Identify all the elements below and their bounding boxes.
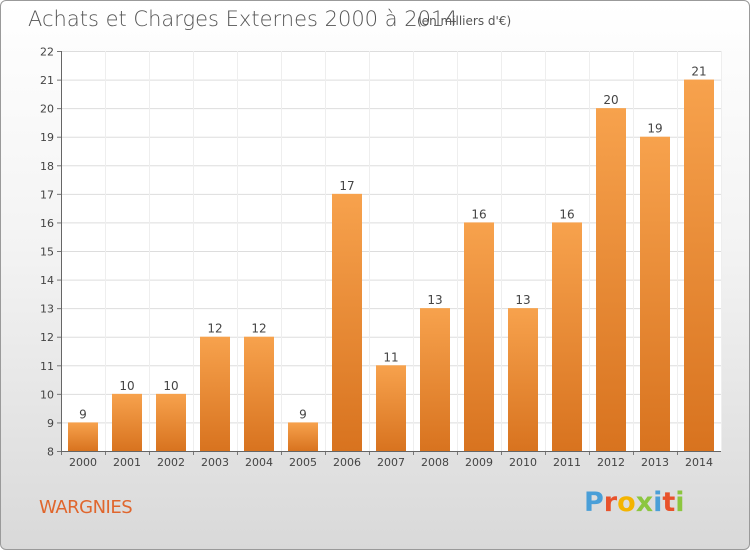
- x-tick-label: 2005: [289, 456, 317, 469]
- y-tick-label: 18: [40, 160, 54, 173]
- bar-value-label: 21: [691, 65, 706, 79]
- bar-value-label: 9: [79, 407, 87, 421]
- y-tick-label: 17: [40, 188, 54, 201]
- x-tick-label: 2007: [377, 456, 405, 469]
- bar-value-label: 13: [427, 293, 442, 307]
- bar-value-label: 17: [339, 179, 354, 193]
- bar: [376, 365, 406, 451]
- bar: [112, 393, 142, 451]
- bar-value-label: 20: [603, 93, 618, 107]
- bar-value-label: 10: [163, 379, 178, 393]
- x-tick-label: 2004: [245, 456, 273, 469]
- x-tick-label: 2008: [421, 456, 449, 469]
- y-tick-label: 14: [40, 274, 54, 287]
- y-tick-label: 16: [40, 217, 54, 230]
- y-tick-label: 20: [40, 103, 54, 116]
- x-tick-label: 2006: [333, 456, 361, 469]
- bar: [288, 422, 318, 451]
- x-tick-label: 2000: [69, 456, 97, 469]
- bar-value-label: 11: [383, 350, 398, 364]
- x-tick-label: 2003: [201, 456, 229, 469]
- x-tick-label: 2012: [597, 456, 625, 469]
- brand-letter: i: [675, 487, 685, 518]
- x-tick-label: 2001: [113, 456, 141, 469]
- brand-letter: P: [584, 487, 604, 518]
- bar: [596, 108, 626, 452]
- bar-value-label: 13: [515, 293, 530, 307]
- bar: [684, 79, 714, 452]
- proxiti-logo: Proxiti: [584, 487, 685, 518]
- x-tick-label: 2011: [553, 456, 581, 469]
- bar: [68, 422, 98, 451]
- brand-letter: r: [603, 487, 618, 518]
- y-tick-label: 22: [40, 46, 54, 59]
- bar: [244, 336, 274, 451]
- chart-subtitle: (en milliers d'€): [417, 14, 512, 28]
- bar: [464, 222, 494, 451]
- y-tick-label: 8: [47, 446, 54, 459]
- x-tick-label: 2013: [641, 456, 669, 469]
- y-tick-label: 19: [40, 131, 54, 144]
- bar-value-label: 16: [559, 207, 574, 221]
- x-tick-label: 2009: [465, 456, 493, 469]
- city-name: WARGNIES: [39, 497, 133, 518]
- bar-value-label: 9: [299, 407, 307, 421]
- x-tick-label: 2002: [157, 456, 185, 469]
- bar: [640, 136, 670, 451]
- y-tick-label: 11: [40, 360, 54, 373]
- bar: [552, 222, 582, 451]
- brand-letter: x: [635, 487, 654, 518]
- y-tick-label: 15: [40, 246, 54, 259]
- y-tick-label: 12: [40, 331, 54, 344]
- y-tick-label: 10: [40, 388, 54, 401]
- brand-letter: o: [617, 487, 636, 518]
- y-tick-label: 13: [40, 303, 54, 316]
- bar-value-label: 12: [251, 322, 266, 336]
- bar-value-label: 12: [207, 322, 222, 336]
- chart-title: Achats et Charges Externes 2000 à 2014: [28, 7, 458, 31]
- bar: [420, 308, 450, 451]
- x-tick-label: 2014: [685, 456, 713, 469]
- brand-letter: t: [662, 487, 676, 518]
- x-tick-label: 2010: [509, 456, 537, 469]
- y-tick-label: 9: [47, 417, 54, 430]
- bar-value-label: 16: [471, 207, 486, 221]
- brand-letter: i: [653, 487, 663, 518]
- bar: [508, 308, 538, 451]
- bar: [200, 336, 230, 451]
- y-tick-label: 21: [40, 74, 54, 87]
- bar-value-label: 10: [119, 379, 134, 393]
- bar: [156, 393, 186, 451]
- bar-value-label: 19: [647, 122, 662, 136]
- bar: [332, 193, 362, 451]
